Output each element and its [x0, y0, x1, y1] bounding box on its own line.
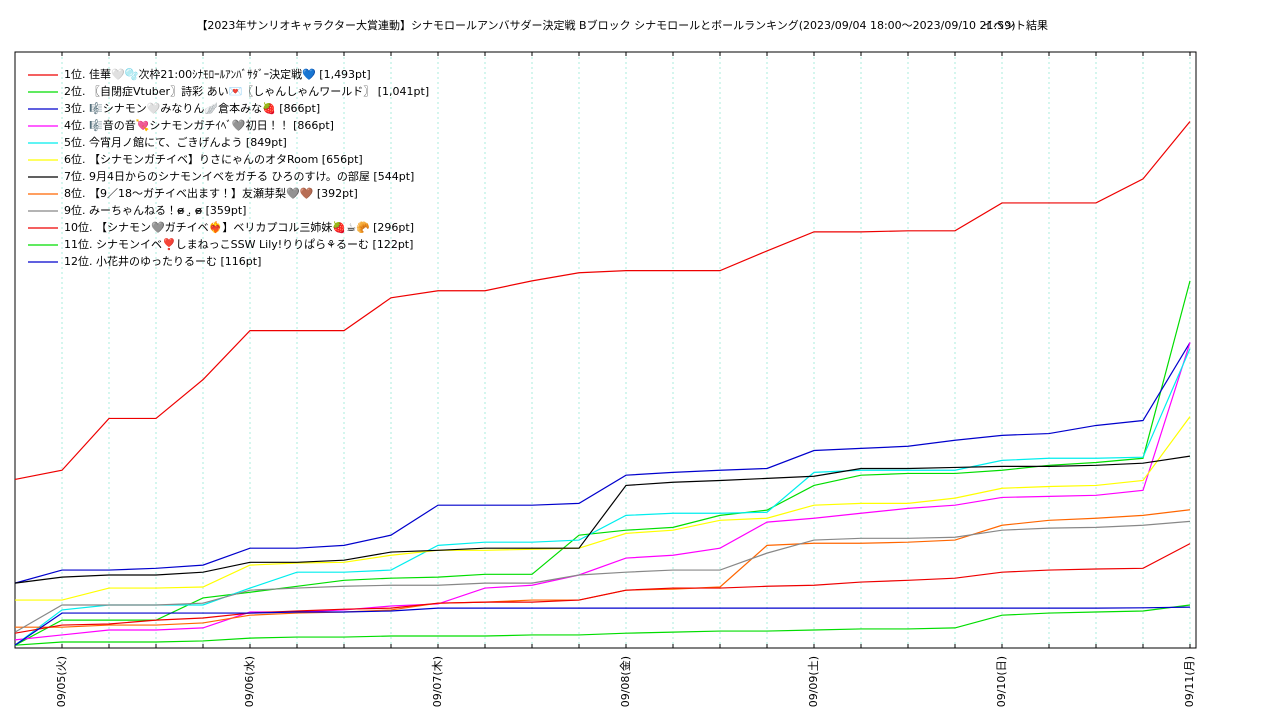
- legend-label: 6位. 【シナモンガチイベ】りさにゃんのオタRoom [656pt]: [64, 153, 363, 166]
- x-tick-label: 09/08(金): [619, 656, 632, 707]
- series-line: [14, 280, 1191, 646]
- plot-frame: [14, 51, 1197, 649]
- legend-label: 2位. 〖自閉症Vtuber〗詩彩 あい💌〖しゃんしゃんワールド〗 [1,041…: [64, 85, 429, 98]
- legend-label: 12位. 小花井のゆったりるーむ [116pt]: [64, 254, 261, 268]
- legend-label: 10位. 【シナモン🩶ガチイベ❤️‍🔥】ベリカプコル三姉妹🍓☕🥐 [296pt]: [64, 220, 414, 234]
- x-tick-label: 09/07(木): [431, 656, 444, 707]
- legend-label: 1位. 佳華🤍🫧次枠21:00ｼﾅﾓﾛｰﾙｱﾝﾊﾞｻﾀﾞｰ決定戦💙 [1,493…: [64, 67, 371, 81]
- legend-label: 9位. みーちゃんねる！ɞ̴̶̷ .̮ ɞ̴̶̷ [359pt]: [64, 204, 246, 217]
- series-line: [14, 520, 1191, 633]
- series-line: [14, 342, 1191, 584]
- x-tick-label: 09/11(月): [1183, 656, 1196, 707]
- legend-label: 8位. 【9／18〜ガチイベ出ます！】友瀬芽梨🩶🤎 [392pt]: [64, 186, 358, 200]
- chart-title: 【2023年サンリオキャラクター大賞連動】シナモロールアンバサダー決定戦 Bブロ…: [196, 18, 1015, 32]
- x-tick-label: 09/09(土): [807, 656, 820, 707]
- series-line: [15, 416, 1191, 601]
- legend-label: 7位. 9月4日からのシナモンイベをガチる ひろのすけ。の部屋 [544pt]: [64, 170, 414, 183]
- legend-label: 5位. 今宵月ノ館にて、ごきげんよう [849pt]: [64, 135, 287, 149]
- series-line: [14, 342, 1191, 641]
- x-tick-label: 09/05(火): [55, 656, 68, 707]
- legend-label: 4位. 🎼音の音💘シナモンガチｲﾍﾞ🩶初日！！ [866pt]: [64, 118, 334, 132]
- x-tick-label: 09/10(日): [995, 656, 1008, 707]
- series-line: [14, 348, 1191, 646]
- legend-label: 11位. シナモンイベ❣️しまねっこSSW Lily!りりぱら⚘るーむ [122…: [64, 238, 413, 251]
- chart-subtitle: イベント結果: [982, 19, 1048, 32]
- series-line: [14, 604, 1191, 646]
- series-line: [14, 606, 1191, 646]
- series-line: [14, 455, 1191, 584]
- legend-label: 3位. 🎼シナモン🤍みなりん🪽倉本みな🍓 [866pt]: [64, 101, 320, 115]
- series-line: [14, 121, 1191, 481]
- x-tick-label: 09/06(水): [243, 656, 256, 707]
- series-line: [14, 543, 1191, 634]
